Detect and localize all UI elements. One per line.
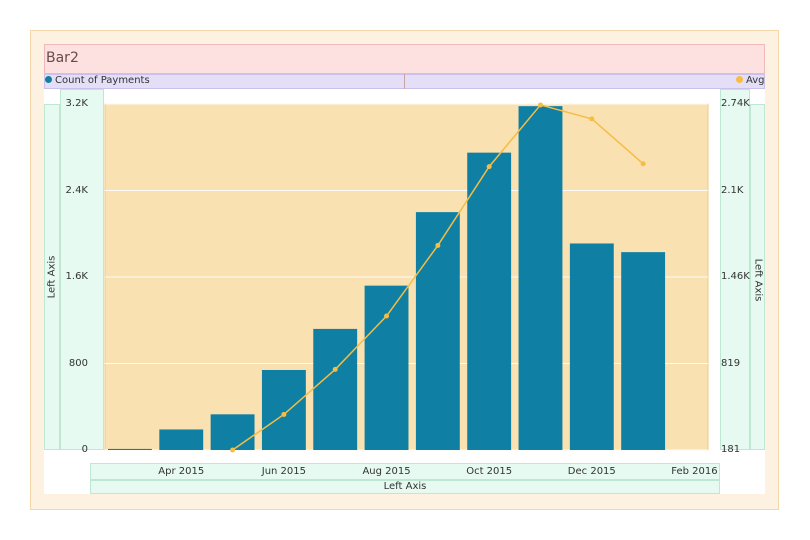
line-point <box>640 161 646 167</box>
bar <box>518 106 563 450</box>
legend-divider <box>404 74 405 89</box>
x-tick-label: Feb 2016 <box>671 466 718 477</box>
line-point <box>537 102 543 108</box>
line-point <box>281 411 287 417</box>
bar <box>621 252 666 450</box>
x-tick-label: Jun 2015 <box>261 466 307 477</box>
legend-item-avg[interactable]: Avg <box>736 75 765 86</box>
right-tick-label: 181 <box>721 444 741 455</box>
right-tick-label: 2.1K <box>721 184 744 196</box>
x-tick-label: Aug 2015 <box>362 466 411 477</box>
line-point <box>589 116 595 122</box>
line-point <box>384 313 390 319</box>
x-tick-label: Oct 2015 <box>466 466 513 477</box>
x-tick-label: Dec 2015 <box>567 466 616 477</box>
title-band <box>44 44 765 74</box>
left-axis-band <box>60 89 104 450</box>
x-axis-title: Left Axis <box>383 481 427 492</box>
bar <box>210 414 255 450</box>
right-tick-label: 2.74K <box>721 98 750 109</box>
right-axis-title-band <box>750 104 765 450</box>
left-tick-label: 3.2K <box>65 98 88 109</box>
left-axis-title-band <box>44 104 60 450</box>
legend-label-count: Count of Payments <box>55 75 150 86</box>
right-axis-band <box>720 89 750 450</box>
bar <box>415 212 460 450</box>
line-point <box>230 447 236 453</box>
legend-label-avg: Avg <box>746 75 765 86</box>
left-tick-label: 800 <box>68 357 88 369</box>
bar <box>159 429 204 450</box>
bar <box>364 285 409 450</box>
legend-item-count[interactable]: Count of Payments <box>45 75 150 86</box>
left-tick-label: 0 <box>81 444 88 455</box>
bar <box>261 369 306 450</box>
bar <box>108 448 152 450</box>
bar <box>569 243 614 450</box>
bar <box>313 328 358 450</box>
line-point <box>486 164 492 170</box>
legend-marker-avg <box>736 76 743 83</box>
x-axis-title-band <box>90 480 720 494</box>
x-axis-band <box>90 463 720 480</box>
right-tick-label: 819 <box>721 357 741 369</box>
chart-title: Bar2 <box>46 50 79 66</box>
legend-marker-count <box>45 76 52 83</box>
left-tick-label: 2.4K <box>65 184 88 196</box>
bar <box>467 152 512 450</box>
x-tick-label: Apr 2015 <box>158 466 205 477</box>
right-tick-label: 1.46K <box>721 271 750 282</box>
line-point <box>435 242 441 248</box>
line-point <box>332 366 338 372</box>
left-tick-label: 1.6K <box>65 271 88 282</box>
